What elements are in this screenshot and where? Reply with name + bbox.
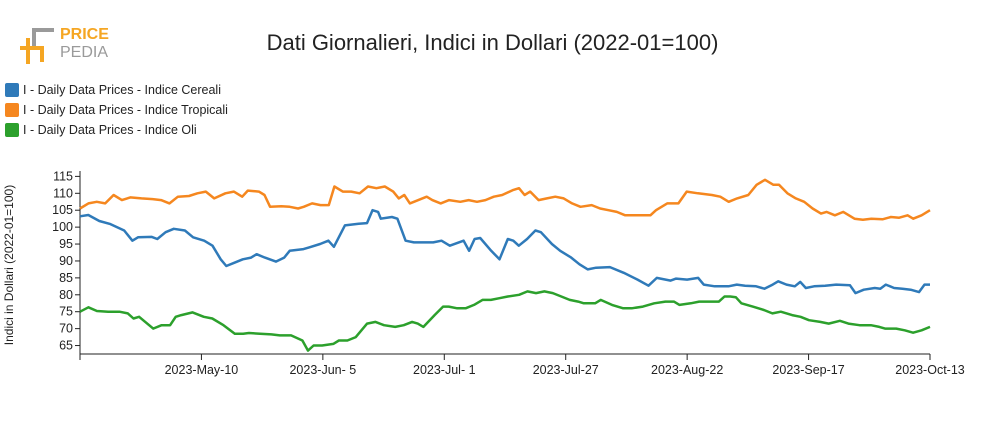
y-tick-label: 110 (53, 186, 73, 200)
logo-text-pedia: PEDIA (60, 44, 108, 61)
series-line-tropicali (79, 178, 931, 221)
series-line-cereali (79, 208, 930, 295)
x-tick-label: 2023-Jul-27 (533, 363, 599, 377)
y-axis-title: Indici in Dollari (2022-01=100) (2, 185, 16, 345)
x-tick-label: 2023-Sep-17 (772, 363, 844, 377)
x-tick-label: 2023-May-10 (165, 363, 239, 377)
legend-label-oli: I - Daily Data Prices - Indice Oli (23, 123, 197, 137)
legend-item-cereali[interactable]: I - Daily Data Prices - Indice Cereali (5, 80, 228, 100)
chart-title: Dati Giornalieri, Indici in Dollari (202… (266, 30, 719, 55)
x-tick-label: 2023-Oct-13 (895, 363, 965, 377)
series-line-oli (79, 290, 931, 352)
y-tick-label: 75 (59, 305, 73, 319)
legend-swatch-cereali (5, 83, 19, 97)
legend-swatch-tropicali (5, 103, 19, 117)
legend-swatch-oli (5, 123, 19, 137)
legend-label-cereali: I - Daily Data Prices - Indice Cereali (23, 83, 221, 97)
legend-item-tropicali[interactable]: I - Daily Data Prices - Indice Tropicali (5, 100, 228, 120)
y-tick-label: 105 (52, 203, 73, 217)
y-tick-label: 70 (59, 322, 73, 336)
x-tick-label: 2023-Aug-22 (651, 363, 723, 377)
x-tick-label: 2023-Jul- 1 (413, 363, 476, 377)
chart-axes: 65 70 75 80 85 90 95 100 105 110 115 2023-May-10 202… (52, 169, 965, 377)
chart-legend: I - Daily Data Prices - Indice Cereali I… (5, 80, 228, 140)
legend-label-tropicali: I - Daily Data Prices - Indice Tropicali (23, 103, 228, 117)
logo-text-price: PRICE (60, 26, 109, 43)
y-tick-label: 85 (59, 271, 73, 285)
y-tick-label: 100 (52, 220, 73, 234)
chart-series (79, 178, 931, 352)
y-tick-label: 90 (59, 254, 73, 268)
y-tick-label: 65 (59, 339, 73, 353)
y-tick-label: 115 (53, 169, 73, 183)
legend-item-oli[interactable]: I - Daily Data Prices - Indice Oli (5, 120, 228, 140)
y-tick-label: 80 (59, 288, 73, 302)
logo-mark: PRICE PEDIA (20, 26, 109, 64)
x-tick-label: 2023-Jun- 5 (289, 363, 356, 377)
pricepedia-logo: PRICE PEDIA (20, 22, 130, 70)
y-tick-label: 95 (59, 237, 73, 251)
